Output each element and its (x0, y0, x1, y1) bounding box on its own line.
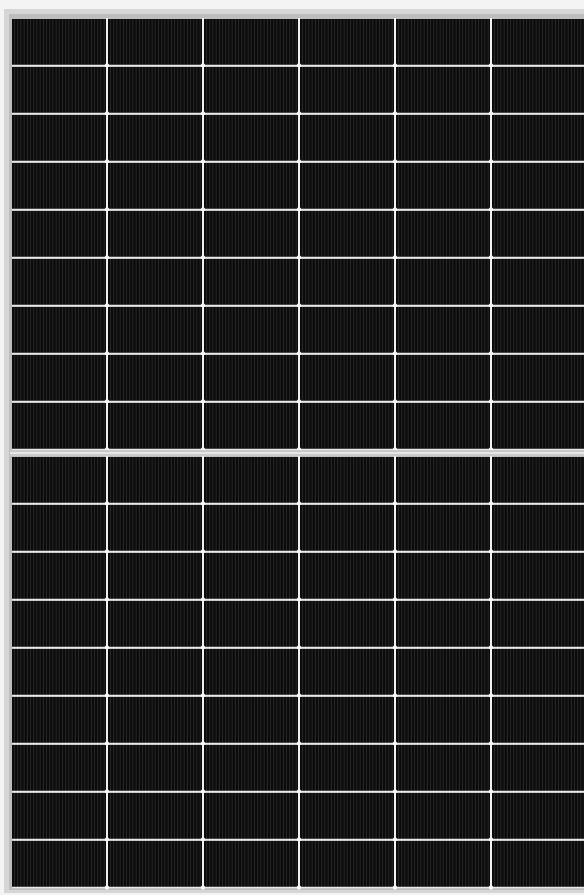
cell (492, 19, 584, 65)
cell (492, 355, 584, 401)
cell (492, 793, 584, 839)
cell-grid (10, 18, 584, 890)
cell (492, 67, 584, 113)
cell (492, 307, 584, 353)
cell (492, 259, 584, 305)
cell (492, 601, 584, 647)
cell (492, 457, 584, 503)
cell (492, 163, 584, 209)
cell (492, 841, 584, 887)
cell (492, 211, 584, 257)
cell (492, 649, 584, 695)
cell (492, 553, 584, 599)
cell (492, 505, 584, 551)
cell (492, 697, 584, 743)
cell (492, 115, 584, 161)
cell (492, 745, 584, 791)
cell (492, 403, 584, 449)
